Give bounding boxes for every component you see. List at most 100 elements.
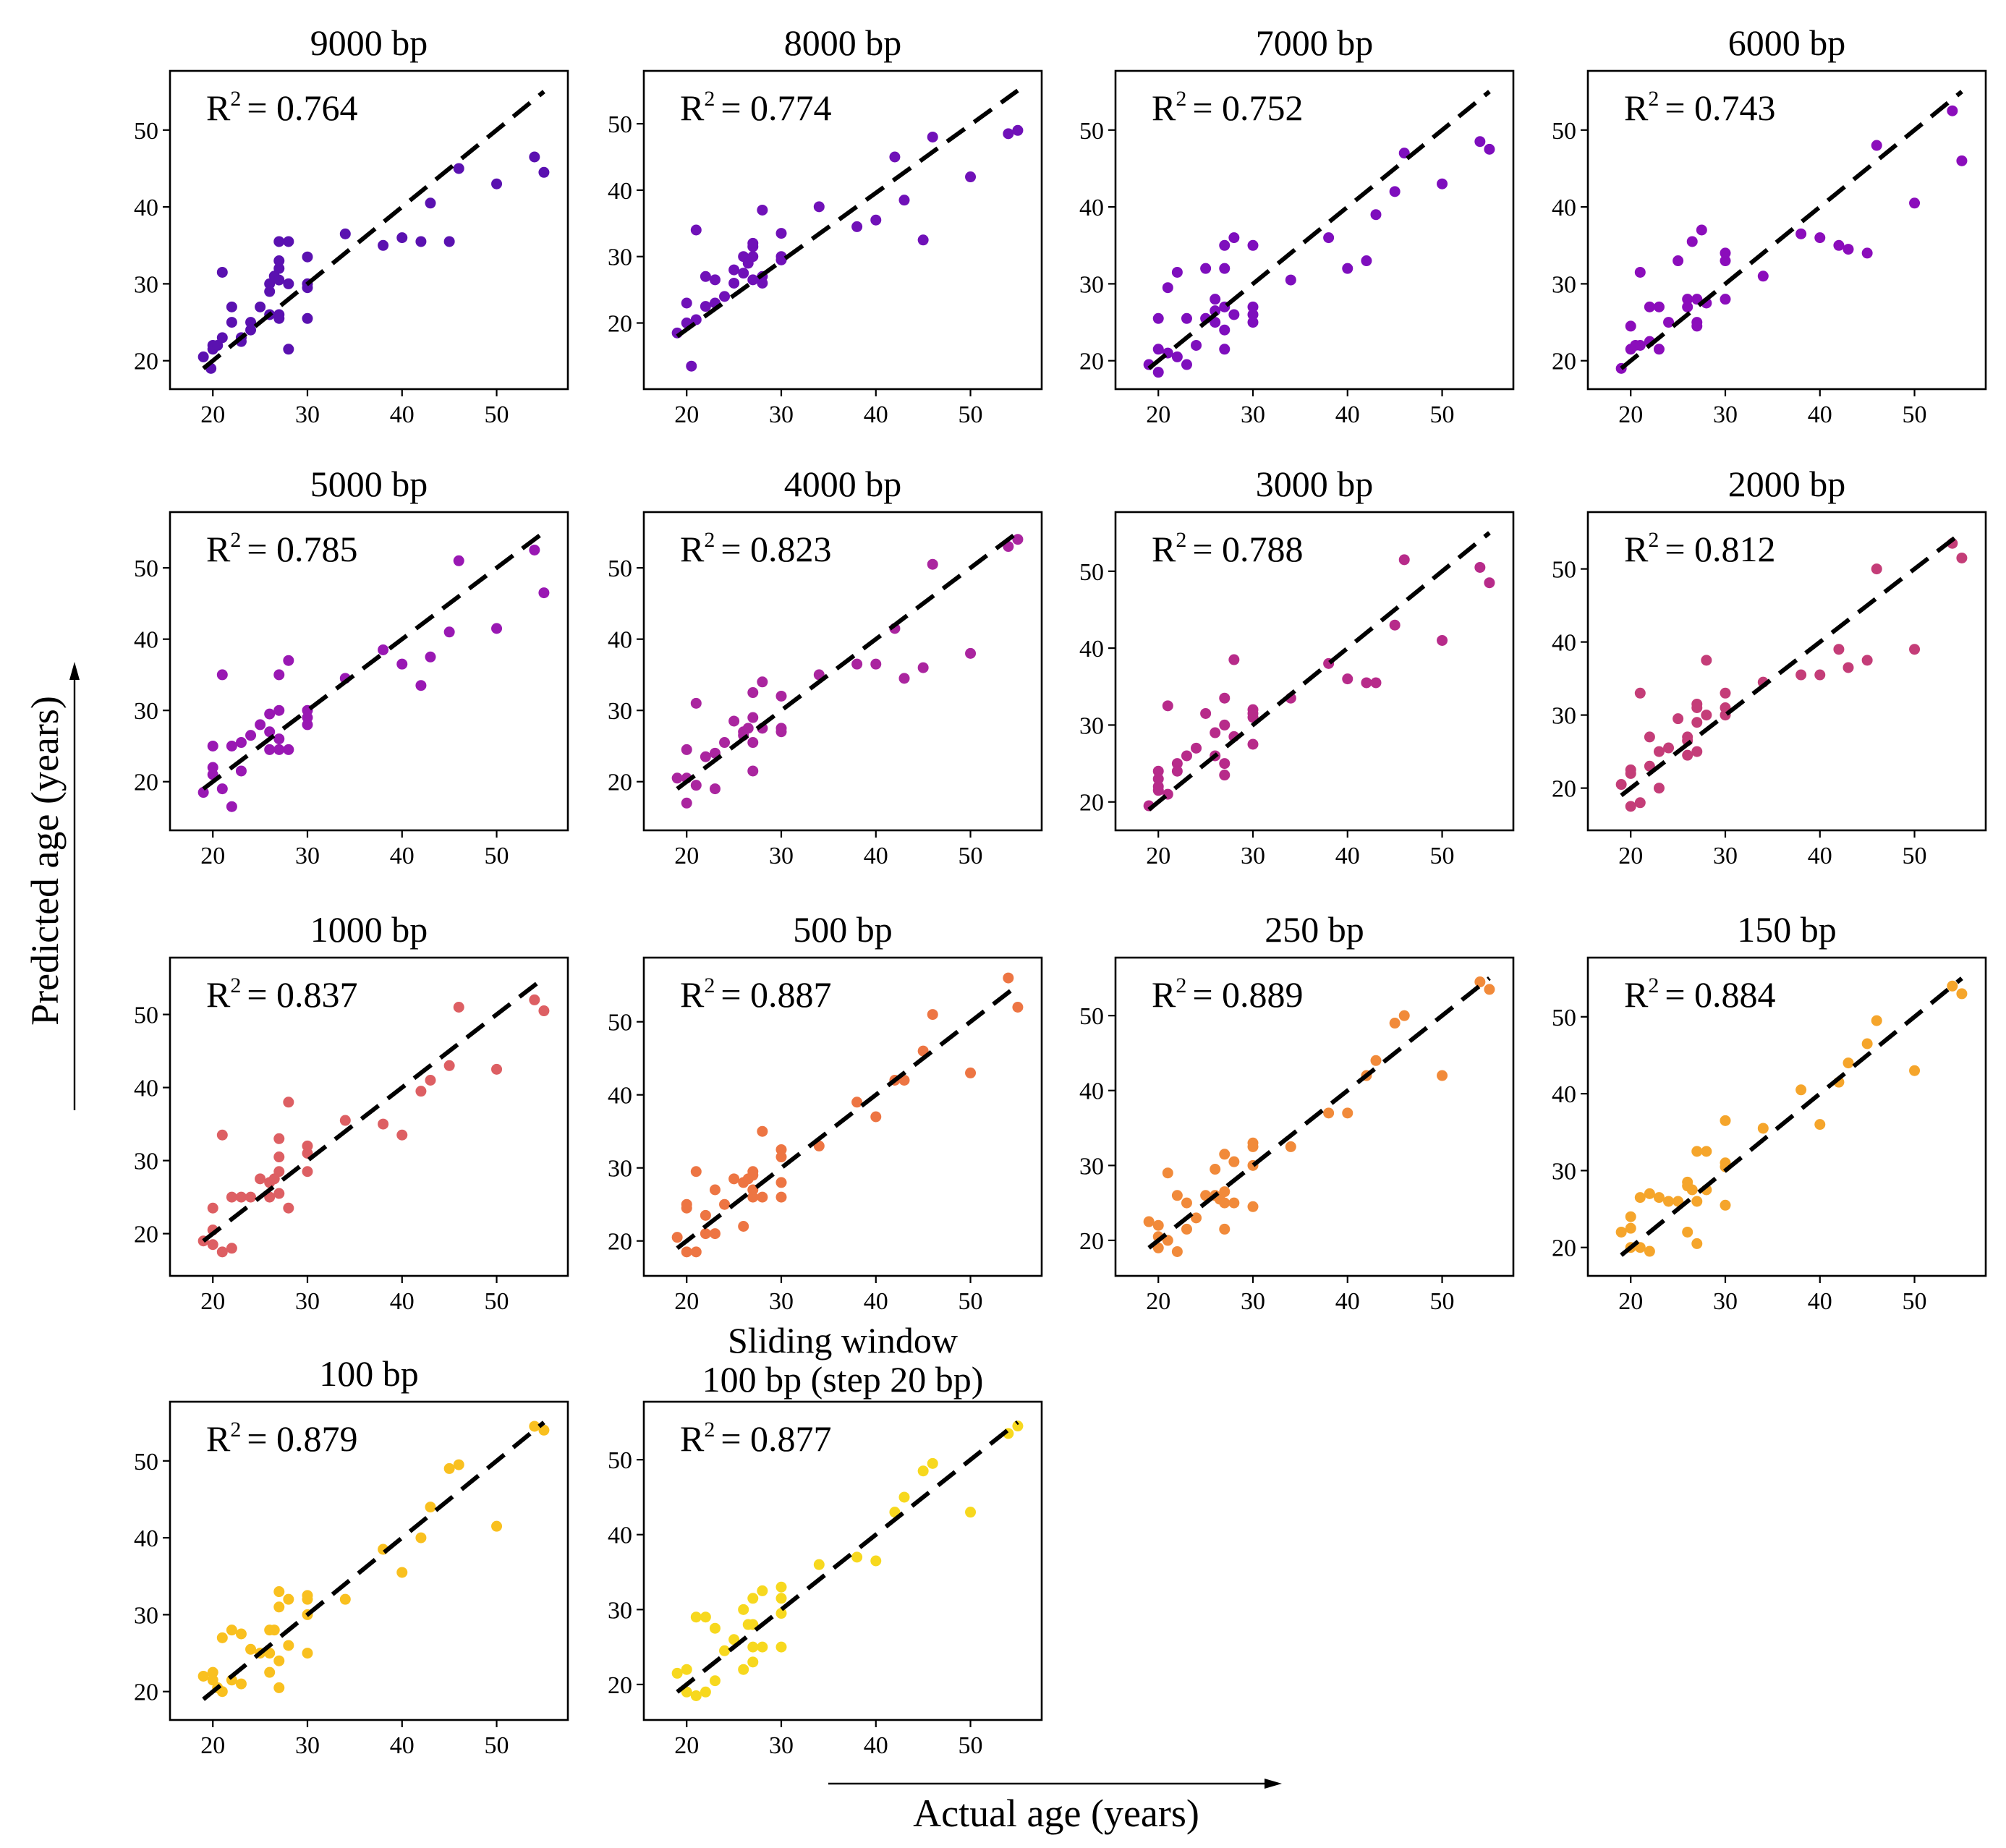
data-point [1720,1199,1731,1211]
x-tick-label: 20 [1618,843,1643,869]
data-point [245,1191,257,1203]
data-point [1152,773,1164,785]
data-point [681,1664,692,1675]
data-point [681,1198,692,1210]
y-tick-label: 20 [134,349,158,375]
x-tick-label: 40 [1335,401,1360,428]
fit-line [1620,976,1963,1257]
data-point [443,236,455,247]
y-tick-label: 30 [1079,271,1104,298]
x-tick-label: 40 [1808,1288,1832,1315]
data-point [870,214,882,226]
data-point [742,723,754,734]
data-point [273,1151,285,1163]
y-tick-label: 50 [1552,118,1576,145]
r-squared-superscript: 2 [1648,528,1659,552]
data-point [775,1581,787,1593]
data-point [1228,1156,1240,1167]
x-axis-arrow-head [1265,1779,1282,1789]
data-point [1691,717,1703,728]
data-point [1843,662,1854,673]
data-point [757,1585,768,1596]
y-tick-label: 50 [1552,557,1576,584]
data-point [491,178,503,190]
data-point [245,324,257,336]
data-point [378,239,389,251]
y-tick-label: 30 [1552,271,1576,298]
data-point [1634,1192,1646,1204]
data-point [747,251,759,263]
data-point [302,312,313,324]
data-point [1625,767,1636,779]
data-point [1152,1219,1164,1231]
data-point [1012,1002,1024,1013]
r-squared-label: R2 = 0.837 [206,974,358,1015]
x-tick-label: 20 [1146,401,1170,428]
data-point [719,737,731,749]
data-point [216,1246,228,1258]
data-point [775,726,787,738]
r-squared-label: R2 = 0.785 [206,528,358,569]
data-point [1370,209,1382,221]
y-tick-label: 20 [1552,349,1576,375]
scatter-panel: 1000 bp 20 30 40 50 20 30 40 50 R2 = 0.837 [134,909,569,1315]
r-squared-superscript: 2 [1176,974,1186,997]
r-squared-label: R2 = 0.752 [1152,87,1304,128]
data-point [870,1111,882,1123]
data-point [1247,317,1259,328]
data-point [747,1641,759,1653]
data-point [1615,779,1627,791]
x-tick-label: 40 [1335,843,1360,869]
data-point [1437,634,1448,646]
y-tick-label: 20 [134,1679,158,1706]
data-point [1228,1197,1240,1209]
data-point [273,733,285,745]
data-point [216,783,228,795]
data-point [927,1457,938,1469]
data-point [681,797,692,809]
data-point [757,204,768,216]
data-point [453,555,464,566]
data-point [1795,1084,1807,1096]
data-point [1871,140,1882,151]
data-point [197,787,209,799]
x-tick-label: 20 [200,843,225,869]
data-point [1644,1188,1655,1199]
fit-line [676,530,1019,791]
data-point [851,221,863,232]
data-point [1701,655,1712,666]
fit-line [676,983,1019,1251]
y-tick-label: 40 [1079,195,1104,221]
panel-title-line-2: 100 bp (step 20 bp) [702,1359,984,1400]
x-tick-label: 20 [1146,1288,1170,1315]
data-point [197,351,209,362]
data-point [1210,727,1221,738]
data-point [1843,244,1854,255]
data-point [216,669,228,681]
data-point [728,277,740,289]
data-point [529,151,540,163]
data-point [491,623,503,634]
data-point [283,278,294,289]
data-point [1757,271,1769,282]
data-point [1342,263,1353,274]
data-point [813,201,825,213]
data-point [1673,713,1684,725]
y-tick-label: 20 [1079,349,1104,375]
data-point [965,647,977,659]
y-tick-label: 40 [608,1523,632,1549]
x-tick-label: 50 [1903,401,1927,428]
data-point [1247,309,1259,320]
scatter-panel: 8000 bp 20 30 40 50 20 30 40 50 R2 = 0.774 [608,22,1043,428]
y-tick-label: 20 [1079,1228,1104,1255]
data-point [255,301,266,312]
r-squared-label: R2 = 0.879 [206,1418,358,1459]
y-axis-label-group: Predicted age (years) [23,662,80,1110]
r-squared-prefix: R [1624,88,1649,128]
x-tick-label: 50 [485,1288,509,1315]
data-point [1012,124,1024,136]
x-tick-label: 30 [295,401,320,428]
r-squared-superscript: 2 [230,974,241,997]
